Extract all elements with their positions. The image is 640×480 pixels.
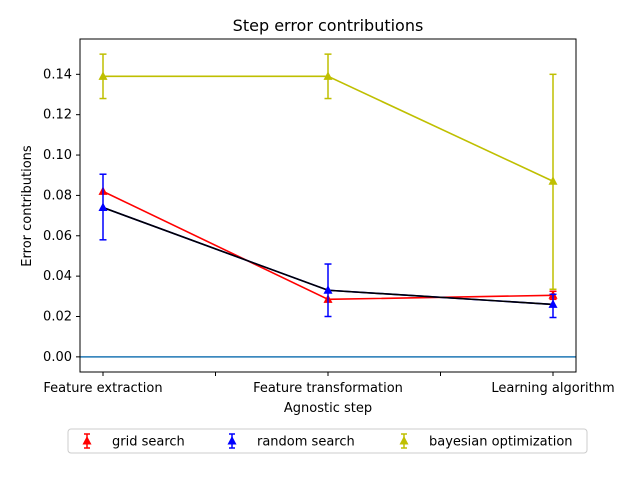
legend: grid search random search bayesian optimiz… xyxy=(67,428,588,454)
legend-marker xyxy=(399,436,409,445)
data-point-2 xyxy=(548,176,558,185)
legend-label: grid search xyxy=(112,435,185,450)
legend-marker xyxy=(227,436,237,445)
legend-frame xyxy=(67,428,588,454)
y-tick-label: 0.10 xyxy=(43,148,72,163)
legend-label: bayesian optimization xyxy=(429,435,573,450)
x-axis-label: Agnostic step xyxy=(284,401,372,416)
x-tick-label: Feature transformation xyxy=(253,381,403,396)
legend-marker xyxy=(82,436,92,445)
legend-label: random search xyxy=(257,435,355,450)
y-tick-label: 0.14 xyxy=(43,67,72,82)
data-point-2 xyxy=(98,71,108,80)
y-tick-label: 0.00 xyxy=(43,350,72,365)
data-point-1 xyxy=(98,202,108,212)
data-point-2 xyxy=(323,71,333,80)
y-tick-label: 0.08 xyxy=(43,188,72,203)
data-point-1 xyxy=(548,299,558,308)
y-tick-label: 0.02 xyxy=(43,310,72,325)
y-tick-label: 0.12 xyxy=(43,108,72,123)
data-point-1 xyxy=(323,285,333,294)
x-tick-label: Learning algorithm xyxy=(491,381,614,396)
plot-area: 0.00 0.02 0.04 0.06 0.08 0.10 0.12 0.14 Feature … xyxy=(43,38,615,396)
x-tick-label: Feature extraction xyxy=(43,381,162,396)
y-axis-label: Error contributions xyxy=(20,145,35,267)
chart-title: Step error contributions xyxy=(233,16,424,35)
y-tick-label: 0.06 xyxy=(43,229,72,244)
y-tick-label: 0.04 xyxy=(43,269,72,284)
